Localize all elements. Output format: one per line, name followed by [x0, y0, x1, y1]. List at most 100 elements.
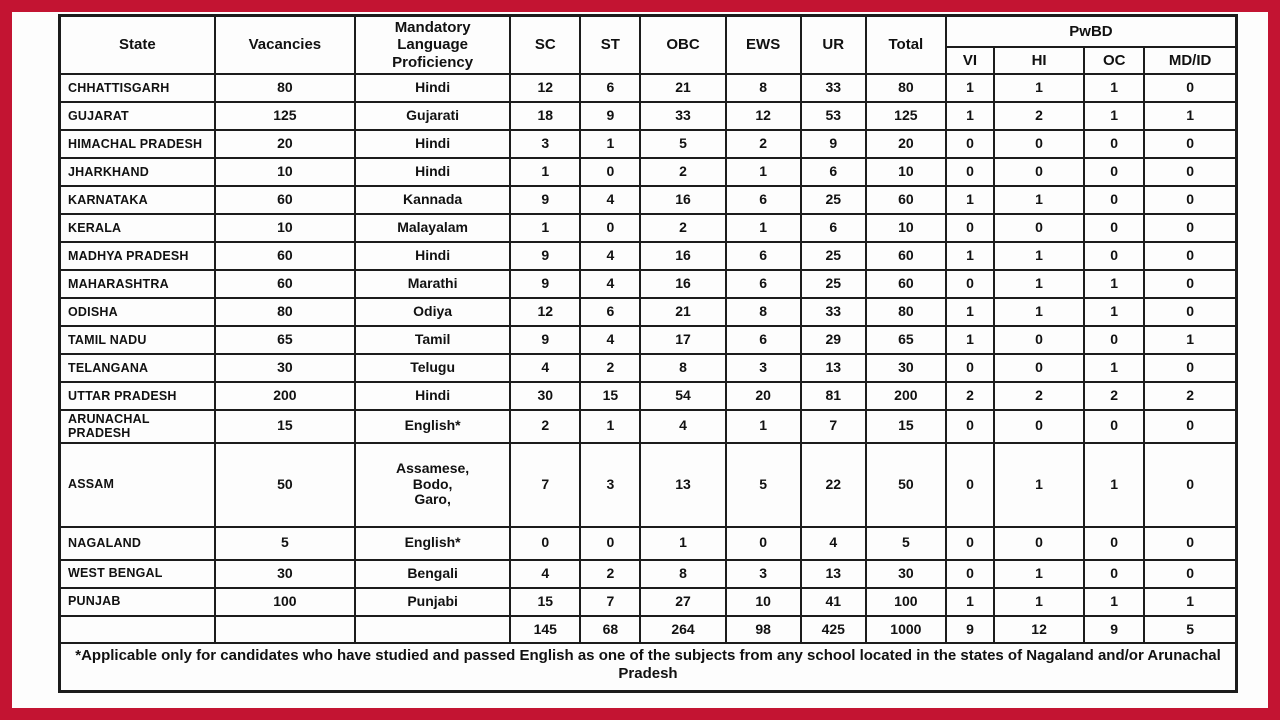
state-cell: CHHATTISGARH	[58, 72, 216, 103]
total-cell: 15	[864, 408, 947, 444]
st-cell: 4	[579, 184, 642, 215]
language-cell: Odiya	[353, 296, 512, 327]
ews-cell: 3	[724, 352, 802, 383]
obc-cell: 2	[639, 156, 727, 187]
sc-cell: 2	[509, 408, 582, 444]
vacancies-cell: 20	[213, 128, 356, 159]
vi-cell: 1	[944, 184, 996, 215]
st-cell: 4	[579, 324, 642, 355]
oc-cell: 0	[1083, 156, 1146, 187]
vi-cell: 0	[944, 128, 996, 159]
vacancies-cell: 200	[213, 380, 356, 411]
mdid-cell: 2	[1143, 380, 1238, 411]
oc-cell: 1	[1083, 352, 1146, 383]
table-row: GUJARAT 125 Gujarati 18 9 33 12 53 125 1 2 1 1	[58, 100, 1238, 131]
language-cell: Assamese, Bodo, Garo,	[353, 441, 512, 528]
header-vi: VI	[944, 45, 996, 75]
oc-cell: 0	[1083, 212, 1146, 243]
language-cell: Hindi	[353, 156, 512, 187]
mdid-cell: 1	[1143, 324, 1238, 355]
vacancies-cell: 60	[213, 184, 356, 215]
vacancies-cell: 125	[213, 100, 356, 131]
obc-cell: 4	[639, 408, 727, 444]
header-st: ST	[579, 14, 642, 75]
table-row: ODISHA 80 Odiya 12 6 21 8 33 80 1 1 1 0	[58, 296, 1238, 327]
oc-cell: 0	[1083, 240, 1146, 271]
total-cell: 125	[864, 100, 947, 131]
sc-cell: 3	[509, 128, 582, 159]
state-cell: MAHARASHTRA	[58, 268, 216, 299]
total-cell: 60	[864, 184, 947, 215]
oc-cell: 0	[1083, 558, 1146, 589]
obc-cell: 17	[639, 324, 727, 355]
sc-cell: 9	[509, 240, 582, 271]
obc-cell: 27	[639, 586, 727, 617]
total-cell: 10	[864, 156, 947, 187]
mdid-cell: 0	[1143, 525, 1238, 561]
table-header: State Vacancies Mandatory Language Profi…	[58, 14, 1238, 75]
table-row: WEST BENGAL 30 Bengali 4 2 8 3 13 30 0 1 0 0	[58, 558, 1238, 589]
state-cell: NAGALAND	[58, 525, 216, 561]
mdid-cell: 0	[1143, 156, 1238, 187]
total-cell: 10	[864, 212, 947, 243]
vi-cell: 0	[944, 156, 996, 187]
totals-row: 145 68 264 98 425 1000 9 12 9 5	[58, 614, 1238, 644]
header-ur: UR	[799, 14, 867, 75]
table-row: HIMACHAL PRADESH 20 Hindi 3 1 5 2 9 20 0 0 0 0	[58, 128, 1238, 159]
ur-cell: 6	[799, 212, 867, 243]
sc-cell: 15	[509, 586, 582, 617]
st-cell: 0	[579, 212, 642, 243]
st-cell: 1	[579, 128, 642, 159]
header-sc: SC	[509, 14, 582, 75]
vacancies-cell: 30	[213, 558, 356, 589]
st-cell: 3	[579, 441, 642, 528]
obc-cell: 5	[639, 128, 727, 159]
ews-cell: 20	[724, 380, 802, 411]
total-mdid-cell: 5	[1143, 614, 1238, 644]
footnote-text: *Applicable only for candidates who have…	[58, 641, 1238, 692]
language-cell: Hindi	[353, 240, 512, 271]
ur-cell: 13	[799, 352, 867, 383]
total-cell: 65	[864, 324, 947, 355]
st-cell: 2	[579, 352, 642, 383]
header-ews: EWS	[724, 14, 802, 75]
vi-cell: 1	[944, 296, 996, 327]
obc-cell: 21	[639, 72, 727, 103]
ur-cell: 53	[799, 100, 867, 131]
table-row: KARNATAKA 60 Kannada 9 4 16 6 25 60 1 1 0 0	[58, 184, 1238, 215]
hi-cell: 0	[992, 352, 1086, 383]
language-cell: Bengali	[353, 558, 512, 589]
oc-cell: 0	[1083, 408, 1146, 444]
total-cell: 20	[864, 128, 947, 159]
oc-cell: 0	[1083, 128, 1146, 159]
header-obc: OBC	[639, 14, 727, 75]
ur-cell: 22	[799, 441, 867, 528]
ews-cell: 6	[724, 324, 802, 355]
obc-cell: 16	[639, 268, 727, 299]
total-cell: 50	[864, 441, 947, 528]
st-cell: 15	[579, 380, 642, 411]
language-cell: Hindi	[353, 380, 512, 411]
hi-cell: 0	[992, 525, 1086, 561]
state-cell: PUNJAB	[58, 586, 216, 617]
vi-cell: 1	[944, 100, 996, 131]
ews-cell: 8	[724, 296, 802, 327]
ews-cell: 12	[724, 100, 802, 131]
language-cell: Malayalam	[353, 212, 512, 243]
state-cell: TAMIL NADU	[58, 324, 216, 355]
table-row: MAHARASHTRA 60 Marathi 9 4 16 6 25 60 0 1 1 0	[58, 268, 1238, 299]
state-cell: HIMACHAL PRADESH	[58, 128, 216, 159]
table-row: ASSAM 50 Assamese, Bodo, Garo, 7 3 13 5 22 50 0 1 1…	[58, 441, 1238, 528]
oc-cell: 2	[1083, 380, 1146, 411]
ews-cell: 2	[724, 128, 802, 159]
table-row: JHARKHAND 10 Hindi 1 0 2 1 6 10 0 0 0 0	[58, 156, 1238, 187]
obc-cell: 8	[639, 352, 727, 383]
total-cell: 80	[864, 72, 947, 103]
vi-cell: 1	[944, 324, 996, 355]
ur-cell: 7	[799, 408, 867, 444]
header-oc: OC	[1083, 45, 1146, 75]
language-cell: English*	[353, 525, 512, 561]
state-cell: UTTAR PRADESH	[58, 380, 216, 411]
header-language: Mandatory Language Proficiency	[353, 14, 512, 75]
mdid-cell: 1	[1143, 586, 1238, 617]
